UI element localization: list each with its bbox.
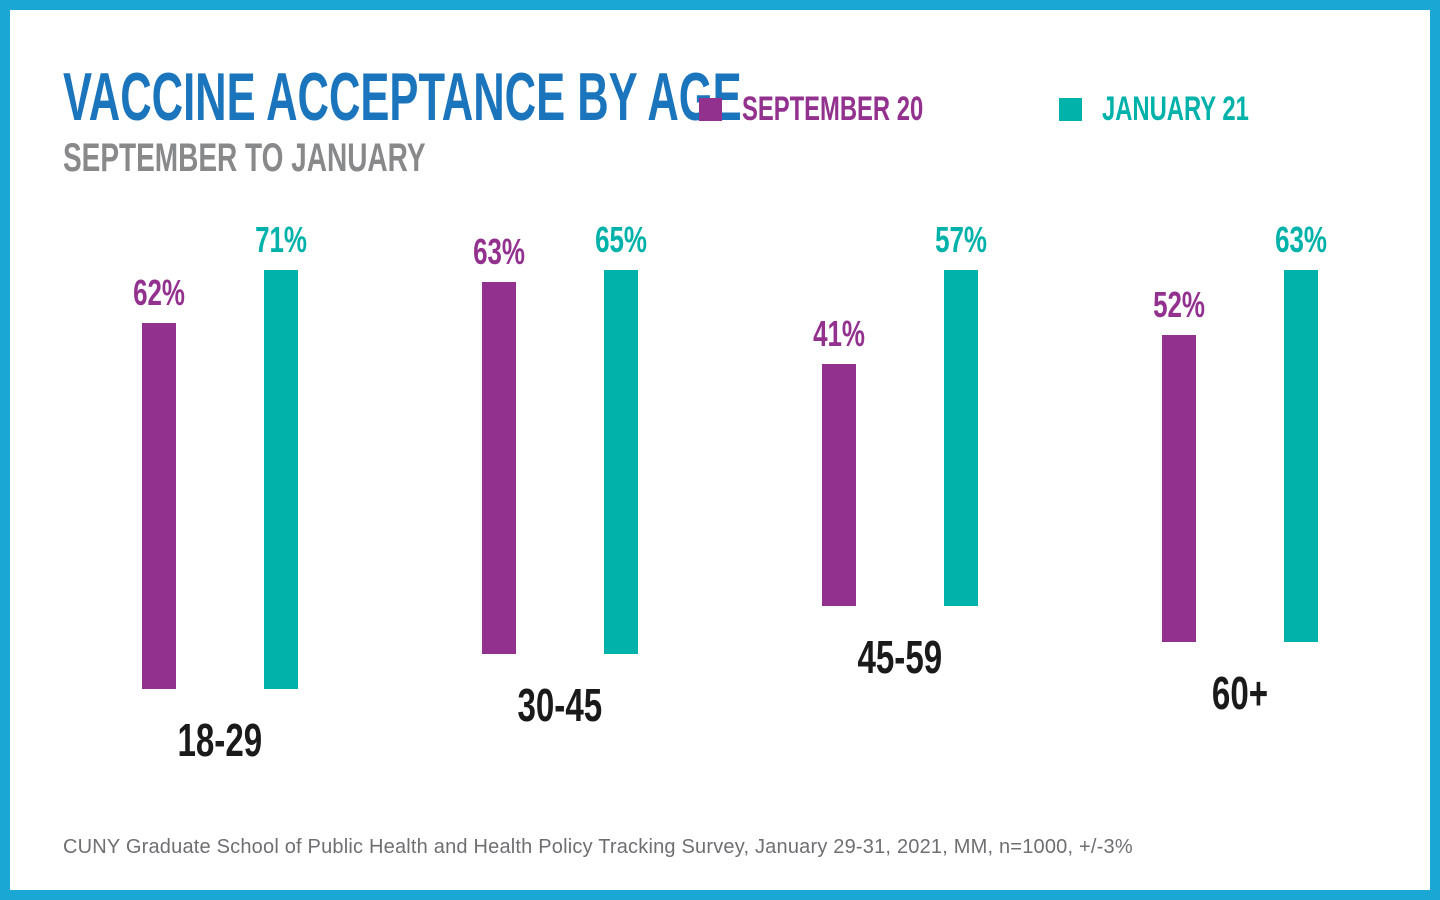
legend: SEPTEMBER 20 JANUARY 21 bbox=[699, 90, 1312, 129]
bar bbox=[1161, 335, 1196, 642]
value-label: 63% bbox=[1275, 219, 1327, 260]
bar-pair: 63% 65% bbox=[463, 219, 657, 654]
bar bbox=[821, 364, 856, 606]
bar bbox=[1284, 270, 1319, 642]
value-label: 52% bbox=[1153, 284, 1205, 325]
legend-label-january: JANUARY 21 bbox=[1102, 90, 1312, 129]
category-group: 41% 57% 45-59 bbox=[730, 219, 1070, 767]
category-group: 52% 63% 60+ bbox=[1070, 219, 1410, 767]
bar bbox=[944, 270, 979, 606]
legend-label-january-text: JANUARY 21 bbox=[1102, 90, 1250, 128]
category-label: 18-29 bbox=[177, 714, 263, 766]
bar-column: 65% bbox=[585, 219, 657, 654]
category-label: 60+ bbox=[1211, 667, 1269, 719]
value-label: 63% bbox=[473, 231, 525, 272]
value-label: 62% bbox=[133, 272, 185, 313]
source-note: CUNY Graduate School of Public Health an… bbox=[63, 836, 1133, 858]
legend-item-september: SEPTEMBER 20 bbox=[699, 90, 1001, 129]
bar-pair: 62% 71% bbox=[123, 219, 317, 689]
bar-column: 52% bbox=[1143, 284, 1215, 642]
legend-item-january: JANUARY 21 bbox=[1059, 90, 1312, 129]
page-title-text: VACCINE ACCEPTANCE BY AGE bbox=[63, 59, 742, 135]
bar bbox=[604, 270, 639, 654]
category-group: 62% 71% 18-29 bbox=[50, 219, 390, 767]
bar-pair: 52% 63% bbox=[1143, 219, 1337, 642]
page-title: VACCINE ACCEPTANCE BY AGE bbox=[63, 58, 1123, 136]
bar-column: 57% bbox=[925, 219, 997, 606]
legend-label-september: SEPTEMBER 20 bbox=[742, 90, 1001, 129]
page-subtitle-text: SEPTEMBER TO JANUARY bbox=[63, 136, 426, 180]
bar-pair: 41% 57% bbox=[803, 219, 997, 606]
page-subtitle: SEPTEMBER TO JANUARY bbox=[63, 136, 581, 181]
bar bbox=[264, 270, 299, 689]
bar-column: 62% bbox=[123, 272, 195, 689]
legend-swatch-september bbox=[699, 98, 723, 121]
value-label: 71% bbox=[255, 219, 307, 260]
category-label: 45-59 bbox=[857, 631, 943, 683]
legend-label-september-text: SEPTEMBER 20 bbox=[742, 90, 924, 128]
bar-column: 71% bbox=[245, 219, 317, 689]
bar bbox=[481, 282, 516, 654]
value-label: 57% bbox=[935, 219, 987, 260]
bar-column: 63% bbox=[1265, 219, 1337, 642]
bar-chart: 62% 71% 18-29 63% 65% 30-45 41% 57% 45-59 52% 63% 6… bbox=[50, 219, 1410, 767]
value-label: 41% bbox=[813, 313, 865, 354]
bar-column: 63% bbox=[463, 231, 535, 654]
category-group: 63% 65% 30-45 bbox=[390, 219, 730, 767]
value-label: 65% bbox=[595, 219, 647, 260]
legend-swatch-january bbox=[1059, 98, 1083, 121]
bar bbox=[141, 323, 176, 689]
category-label: 30-45 bbox=[517, 679, 603, 731]
bar-column: 41% bbox=[803, 313, 875, 606]
